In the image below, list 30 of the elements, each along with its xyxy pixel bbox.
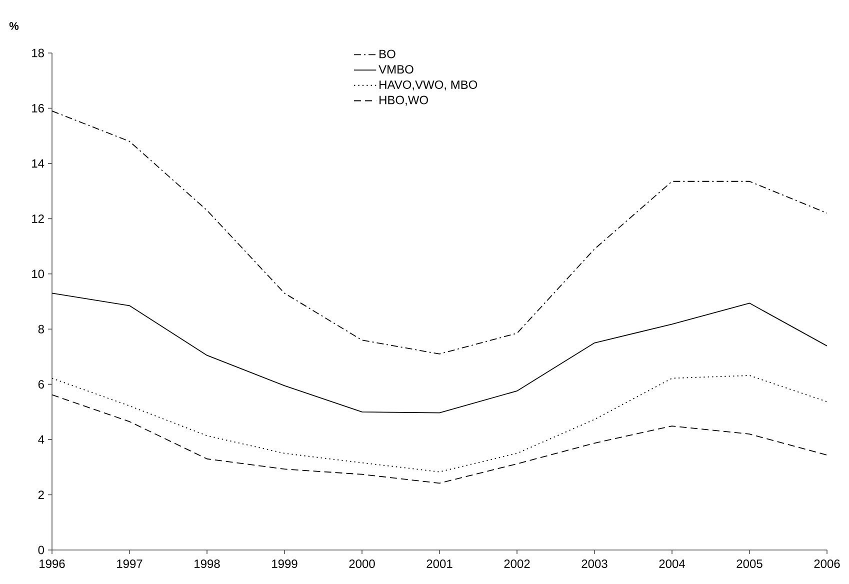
x-tick-label: 2005 [736,560,762,568]
x-tick-label: 1997 [117,560,142,568]
legend-label: BO [380,50,396,58]
line-series [52,375,828,472]
legend-label: VMBO [378,65,414,74]
y-tick-label: 14 [32,159,44,168]
y-tick-label: 12 [32,214,44,223]
y-tick-label: 8 [38,324,44,334]
y-tick-label: 18 [32,48,44,58]
x-tick-label: 2004 [659,560,686,568]
legend-label: HAVO,VWO, MBO [380,80,478,90]
x-tick-label: 1998 [194,560,220,568]
line-series [52,394,828,484]
legend-label: HBO,WO [380,96,428,106]
y-tick-label: 2 [38,490,44,499]
x-tick-label: 2002 [504,560,530,568]
y-tick-label: 10 [32,270,44,278]
line-series [52,292,828,414]
x-tick-label: 1999 [272,560,298,568]
x-tick-label: 2001 [426,560,452,568]
y-tick-label: 6 [38,380,44,389]
line-series [52,110,828,354]
x-tick-label: 1996 [40,560,65,568]
x-tick-label: 2006 [814,560,840,568]
x-tick-label: 2003 [582,560,608,568]
y-axis-title: % [9,22,19,30]
y-tick-label: 16 [32,104,44,112]
y-tick-label: 4 [38,435,44,444]
y-tick-label: 0 [38,546,44,554]
x-tick-label: 2000 [349,560,375,568]
